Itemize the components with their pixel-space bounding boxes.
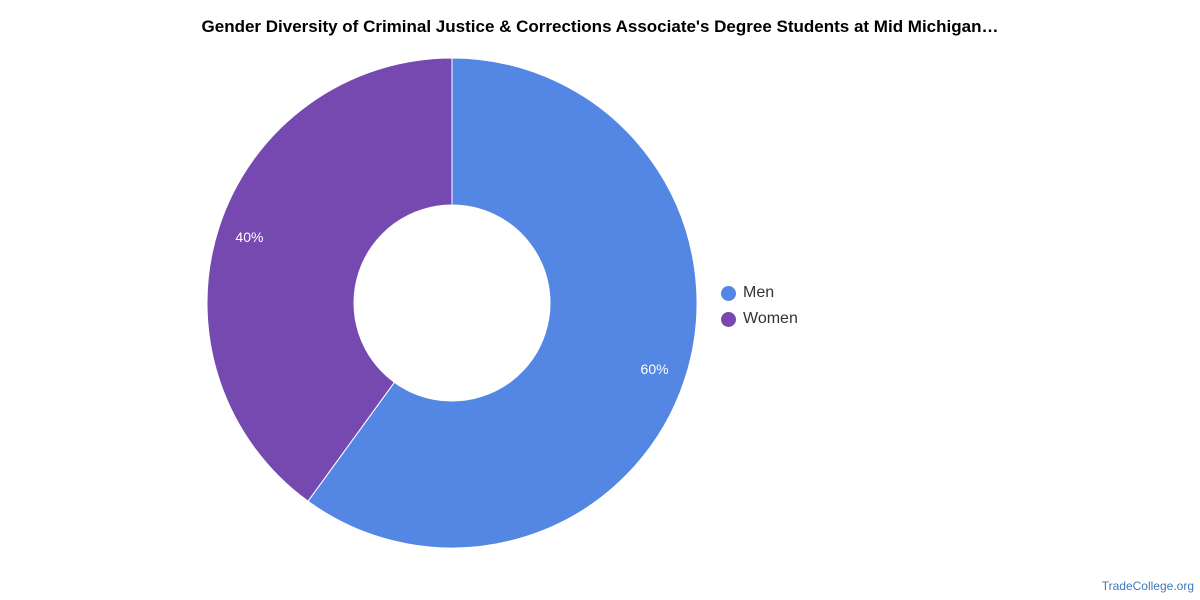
legend-swatch-icon: [721, 285, 736, 301]
legend-swatch-icon: [721, 311, 736, 327]
donut-slices: [206, 57, 698, 549]
slice-labels: 60% 40%: [235, 229, 668, 377]
slice-women[interactable]: [206, 57, 453, 502]
chart-legend: Men Women: [721, 280, 798, 332]
legend-item-women[interactable]: Women: [721, 306, 798, 332]
legend-label: Men: [743, 284, 775, 301]
slice-label-women: 40%: [235, 229, 263, 245]
legend-item-men[interactable]: Men: [721, 280, 798, 306]
source-credit-link[interactable]: TradeCollege.org: [1101, 579, 1194, 593]
chart-title: Gender Diversity of Criminal Justice & C…: [201, 17, 999, 36]
slice-men[interactable]: [307, 57, 698, 549]
slice-label-men: 60%: [641, 361, 669, 377]
legend-label: Women: [743, 310, 798, 327]
